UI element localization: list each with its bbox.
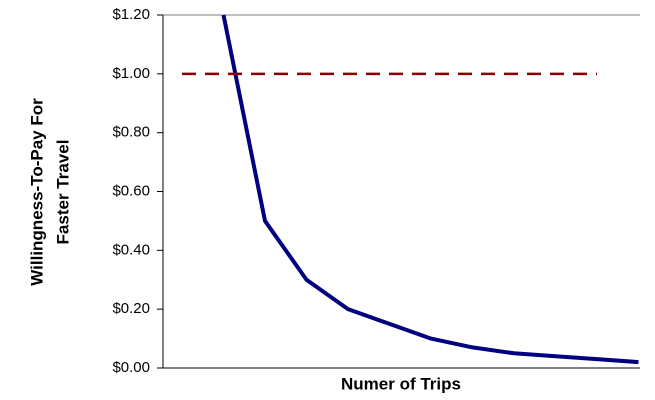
y-tick-label: $0.20 xyxy=(112,300,150,317)
y-tick-label: $0.00 xyxy=(112,359,150,376)
y-tick-label: $0.40 xyxy=(112,241,150,258)
y-tick-label: $1.00 xyxy=(112,65,150,82)
y-tick-label: $0.80 xyxy=(112,124,150,141)
y-tick-label: $0.60 xyxy=(112,182,150,199)
x-axis-title: Numer of Trips xyxy=(341,374,461,393)
y-axis-title: Willingness-To-Pay For xyxy=(27,98,46,286)
y-tick-label: $1.20 xyxy=(112,6,150,23)
data-line xyxy=(221,14,639,365)
y-axis-title: Faster Travel xyxy=(53,140,72,245)
